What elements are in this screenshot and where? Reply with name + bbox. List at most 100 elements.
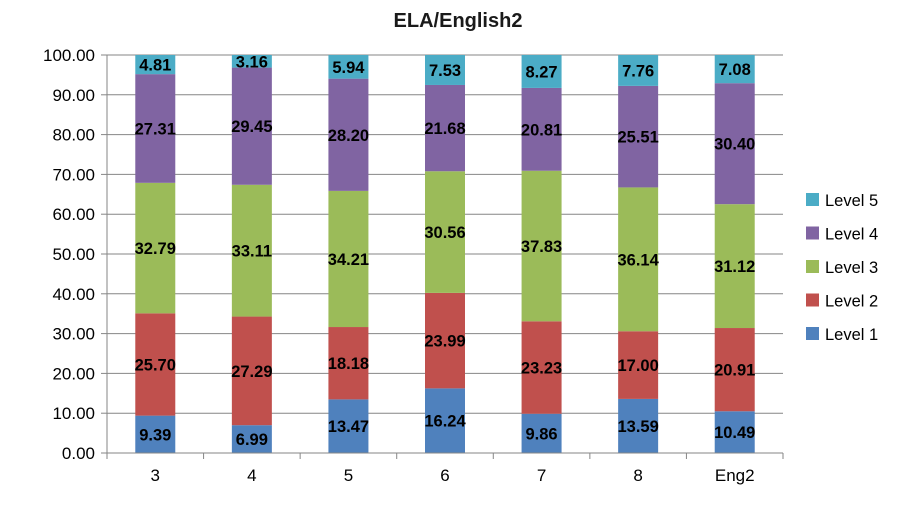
- bar-segment: [714, 204, 755, 329]
- y-tick-label: 50.00: [52, 245, 95, 264]
- data-label: 10.49: [714, 424, 755, 442]
- legend-label: Level 4: [825, 226, 878, 244]
- bar-segment: [231, 55, 272, 68]
- bar-segment: [135, 313, 176, 416]
- data-label: 29.45: [231, 118, 272, 136]
- y-tick-label: 40.00: [52, 285, 95, 304]
- data-label: 28.20: [328, 127, 369, 145]
- y-tick-label: 10.00: [52, 404, 95, 423]
- y-tick-label: 20.00: [52, 364, 95, 383]
- bar-segment: [328, 78, 369, 191]
- data-labels: 9.39 25.70 32.79 27.31 4.81 6.99 27.29 33.11 29.…: [135, 53, 756, 449]
- bar-segment: [135, 182, 176, 314]
- bar-segment: [328, 327, 369, 400]
- bar-segment: [618, 398, 659, 453]
- y-tick-label: 100.00: [43, 46, 95, 65]
- data-label: 25.51: [617, 129, 658, 147]
- bar-segment: [135, 55, 176, 75]
- y-tick-label: 30.00: [52, 325, 95, 344]
- data-label: 3.16: [236, 53, 268, 71]
- data-label: 30.40: [714, 136, 755, 154]
- bar-segment: [521, 413, 562, 453]
- bar-segment: [425, 171, 465, 293]
- legend-label: Level 2: [825, 293, 878, 311]
- bar-segment: [231, 184, 272, 317]
- bar-segment: [328, 190, 369, 328]
- x-tick-label: 8: [633, 466, 642, 485]
- bar-segment: [135, 415, 176, 453]
- legend-swatch: [806, 226, 819, 240]
- data-label: 13.59: [617, 418, 658, 436]
- x-tick-label: 3: [151, 466, 160, 485]
- bar-segment: [521, 321, 562, 414]
- data-label: 21.68: [424, 120, 465, 138]
- bars: [135, 55, 755, 453]
- data-label: 20.81: [521, 121, 562, 139]
- bar-segment: [328, 55, 369, 79]
- bar-segment: [618, 187, 659, 332]
- data-label: 23.23: [521, 360, 562, 378]
- data-label: 32.79: [135, 240, 176, 258]
- data-label: 6.99: [236, 431, 268, 449]
- y-tick-label: 0.00: [62, 444, 95, 463]
- data-label: 7.53: [429, 62, 461, 80]
- data-label: 13.47: [328, 418, 369, 436]
- bar-segment: [521, 170, 562, 322]
- x-tick-label: 4: [247, 466, 256, 485]
- legend-swatch: [806, 293, 819, 307]
- bar-segment: [714, 328, 755, 412]
- bar-segment: [231, 425, 272, 453]
- bar-segment: [618, 85, 659, 188]
- data-label: 27.29: [231, 363, 272, 381]
- x-tick-label: 6: [440, 466, 449, 485]
- legend: Level 5 Level 4 Level 3 Level 2 Level 1: [806, 192, 878, 344]
- y-tick-label: 60.00: [52, 205, 95, 224]
- axes: 0.00 10.00 20.00 30.00 40.00 50.00 60.00 70.00 8…: [43, 46, 784, 485]
- data-label: 9.39: [139, 426, 171, 444]
- legend-swatch: [806, 260, 819, 273]
- data-label: 17.00: [617, 357, 658, 375]
- bar-segment: [521, 55, 562, 88]
- data-label: 5.94: [332, 59, 365, 77]
- data-label: 23.99: [424, 333, 465, 351]
- bar-segment: [714, 55, 755, 84]
- x-tick-label: Eng2: [715, 466, 755, 485]
- bar-segment: [135, 74, 176, 183]
- bar-segment: [618, 55, 659, 86]
- chart-title: ELA/English2: [394, 10, 523, 32]
- data-label: 34.21: [328, 251, 369, 269]
- legend-label: Level 5: [825, 192, 878, 210]
- bar-segment: [425, 388, 465, 453]
- data-label: 18.18: [328, 355, 369, 373]
- legend-swatch: [806, 327, 819, 340]
- data-label: 7.08: [719, 61, 751, 79]
- data-label: 25.70: [135, 356, 176, 374]
- data-label: 9.86: [526, 425, 558, 443]
- bar-segment: [714, 83, 755, 205]
- bar-segment: [328, 399, 369, 453]
- x-tick-label: 5: [344, 466, 353, 485]
- data-label: 37.83: [521, 238, 562, 256]
- bar-segment: [231, 316, 272, 426]
- y-tick-label: 90.00: [52, 86, 95, 105]
- bar-segment: [521, 87, 562, 171]
- data-label: 8.27: [526, 63, 558, 81]
- bar-segment: [425, 292, 465, 389]
- bar-segment: [231, 67, 272, 185]
- data-label: 31.12: [714, 258, 755, 276]
- x-tick-label: 7: [537, 466, 546, 485]
- bar-segment: [714, 411, 755, 453]
- data-label: 20.91: [714, 362, 755, 380]
- data-label: 27.31: [135, 120, 176, 138]
- y-tick-label: 70.00: [52, 165, 95, 184]
- bar-segment: [425, 55, 465, 85]
- y-tick-label: 80.00: [52, 126, 95, 145]
- legend-label: Level 3: [825, 259, 878, 277]
- data-label: 4.81: [139, 57, 171, 75]
- data-label: 7.76: [622, 62, 654, 80]
- data-label: 33.11: [232, 243, 272, 261]
- legend-swatch: [806, 193, 819, 206]
- bar-segment: [425, 84, 465, 172]
